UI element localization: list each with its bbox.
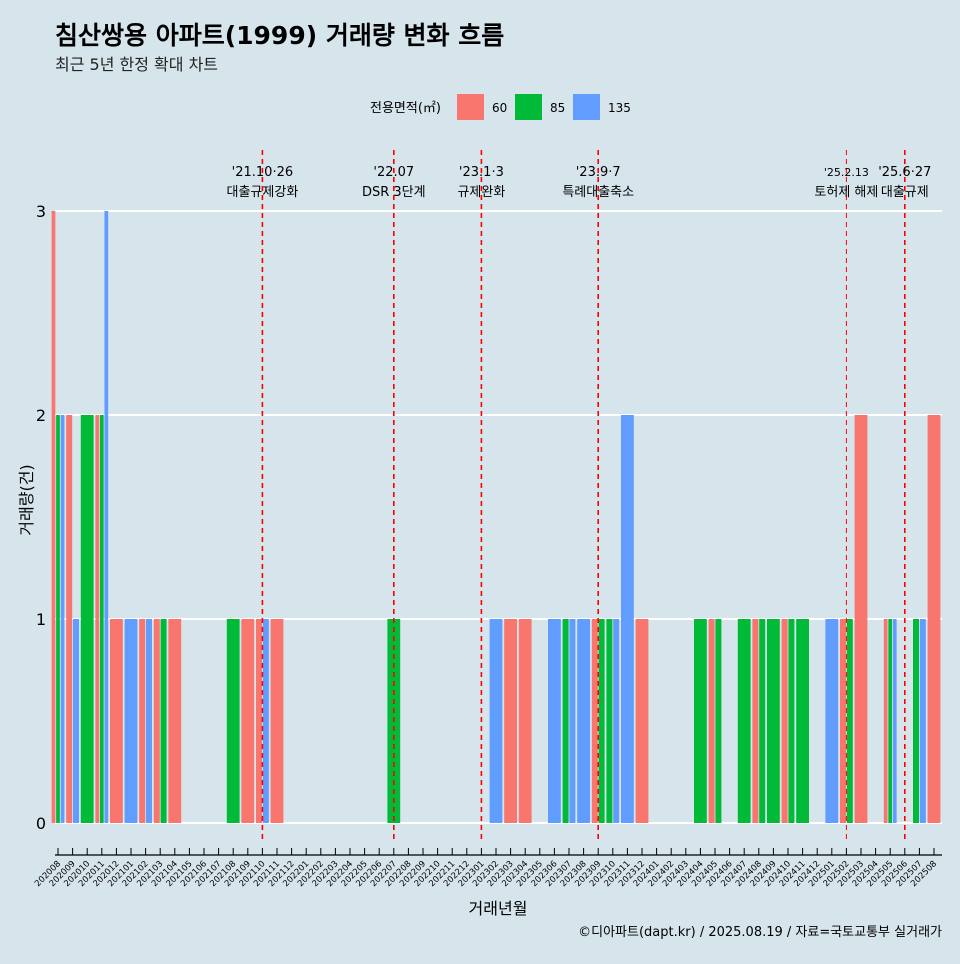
y-tick-label: 1 <box>36 610 46 629</box>
bar-60-202012 <box>110 619 123 823</box>
bar-60-202508 <box>927 415 941 823</box>
bar-135-202310 <box>613 619 620 823</box>
bar-85-202310 <box>606 619 613 823</box>
annotation-date: '23.9·7 <box>576 165 621 180</box>
legend-title: 전용면적(㎡) <box>370 101 441 116</box>
bar-60-202008 <box>51 211 56 823</box>
chart-caption: ©디아파트(dapt.kr) / 2025.08.19 / 자료=국토교통부 실… <box>578 925 942 940</box>
bar-60-202104 <box>168 619 182 823</box>
bar-60-202408 <box>752 619 759 823</box>
bar-135-202501 <box>825 619 839 823</box>
bar-85-202309 <box>598 619 605 823</box>
bar-135-202505 <box>892 619 897 823</box>
bar-60-202109 <box>241 619 255 823</box>
bar-85-202502 <box>846 619 853 823</box>
y-axis: 0 1 2 3 <box>36 202 46 833</box>
bar-135-202507 <box>919 619 926 823</box>
bar-60-202111 <box>270 619 284 823</box>
bar-85-202008 <box>56 415 60 823</box>
bar-135-202308 <box>577 619 590 823</box>
bar-85-202507 <box>913 619 919 823</box>
bar-85-202011 <box>99 415 104 823</box>
chart-subtitle: 최근 5년 한정 확대 차트 <box>55 55 218 74</box>
legend-label: 135 <box>608 101 631 115</box>
annotation-label: 규제완화 <box>457 185 505 200</box>
bar-85-202410 <box>788 619 795 823</box>
annotation-date: '25.6·27 <box>878 165 931 180</box>
x-axis-label: 거래년월 <box>469 899 528 918</box>
y-tick-label: 2 <box>36 406 46 425</box>
y-tick-label: 3 <box>36 202 46 221</box>
legend-swatch-135 <box>573 94 600 120</box>
bar-85-202103 <box>160 619 167 823</box>
annotation-date: '22.07 <box>373 165 414 180</box>
bar-85-202108 <box>226 619 240 823</box>
bar-85-202307 <box>562 619 569 823</box>
bar-85-202411 <box>796 619 809 823</box>
annotation-date: '21.10·26 <box>232 165 293 180</box>
bars <box>51 211 941 823</box>
bar-60-202410 <box>781 619 788 823</box>
bar-135-202101 <box>124 619 138 823</box>
legend-swatch-60 <box>457 94 484 120</box>
bar-135-202306 <box>548 619 561 823</box>
bar-60-202312 <box>635 619 649 823</box>
annotation-label: 토허제 해제 <box>814 185 878 200</box>
annotations: '21.10·26 대출규제강화 '22.07 DSR 3단계 '23.1·3 규제완화 '… <box>227 150 931 843</box>
y-tick-label: 0 <box>36 814 46 833</box>
bar-60-202502 <box>840 619 846 823</box>
bar-60-202011 <box>95 415 100 823</box>
bar-135-202307 <box>569 619 576 823</box>
bar-85-202505 <box>888 619 893 823</box>
annotation-label: DSR 3단계 <box>362 185 426 200</box>
annotation-date: '25.2.13 <box>824 166 869 179</box>
bar-60-202309 <box>591 619 598 823</box>
bar-85-202404 <box>694 619 707 823</box>
bar-60-202304 <box>518 619 532 823</box>
x-axis: 2020082020092020102020112020122021012021… <box>33 848 942 889</box>
bar-60-202405 <box>708 619 715 823</box>
annotation-label: 대출규제강화 <box>227 185 299 200</box>
y-axis-label: 거래량(건) <box>17 464 36 535</box>
bar-60-202503 <box>854 415 868 823</box>
bar-85-202405 <box>715 619 722 823</box>
bar-135-202110 <box>262 619 269 823</box>
bar-135-202008 <box>60 415 65 823</box>
annotation-label: 특례대출축소 <box>562 185 634 200</box>
legend-swatch-85 <box>515 94 542 120</box>
bar-60-202103 <box>153 619 160 823</box>
legend-label: 60 <box>492 101 507 115</box>
bar-85-202010 <box>80 415 94 823</box>
annotation-date: '23.1·3 <box>459 165 504 180</box>
annotation-label: 대출규제 <box>881 185 929 200</box>
bar-60-202009 <box>66 415 73 823</box>
bar-135-202009 <box>73 619 79 823</box>
bar-135-202011 <box>104 211 109 823</box>
chart-title: 침산쌍용 아파트(1999) 거래량 변화 흐름 <box>55 21 504 50</box>
bar-60-202102 <box>139 619 146 823</box>
bar-85-202407 <box>737 619 751 823</box>
legend: 전용면적(㎡) 60 85 135 <box>370 94 631 120</box>
bar-135-202102 <box>146 619 152 823</box>
bar-135-202311 <box>621 415 634 823</box>
bar-85-202408 <box>759 619 766 823</box>
bar-60-202110 <box>256 619 262 823</box>
bar-60-202303 <box>504 619 517 823</box>
bar-60-202505 <box>883 619 888 823</box>
legend-label: 85 <box>550 101 565 115</box>
bar-85-202409 <box>767 619 780 823</box>
bar-135-202302 <box>489 619 503 823</box>
